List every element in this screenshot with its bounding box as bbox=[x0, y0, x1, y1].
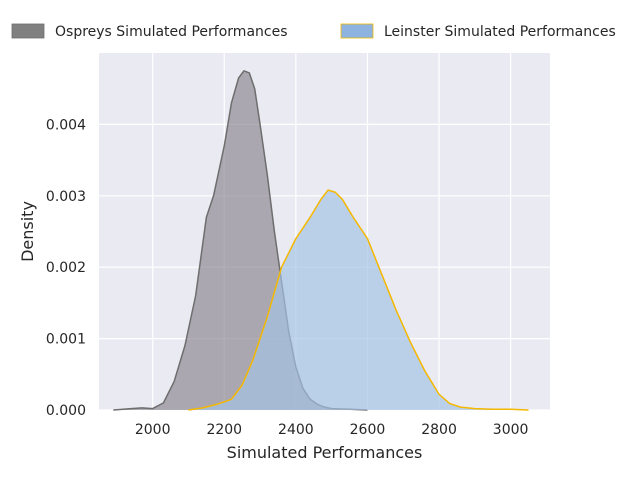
legend-label-ospreys: Ospreys Simulated Performances bbox=[55, 24, 288, 40]
y-tick-label: 0.004 bbox=[46, 117, 86, 133]
y-tick-label: 0.003 bbox=[46, 189, 86, 205]
y-axis-ticks: 0.000 0.001 0.002 0.003 0.004 bbox=[46, 117, 86, 419]
y-tick-label: 0.000 bbox=[46, 403, 86, 419]
legend: Ospreys Simulated Performances Leinster … bbox=[11, 23, 616, 40]
x-tick-label: 3000 bbox=[493, 422, 529, 438]
y-tick-label: 0.002 bbox=[46, 260, 86, 276]
legend-swatch-leinster bbox=[340, 23, 374, 39]
x-tick-label: 2600 bbox=[350, 422, 386, 438]
x-tick-label: 2000 bbox=[135, 422, 171, 438]
legend-label-leinster: Leinster Simulated Performances bbox=[384, 24, 616, 40]
x-axis-label: Simulated Performances bbox=[227, 443, 423, 462]
series-0-density-area bbox=[113, 70, 368, 410]
series-1-density-line bbox=[188, 189, 529, 411]
series-layer bbox=[113, 70, 529, 411]
legend-swatch-ospreys bbox=[11, 23, 45, 39]
x-tick-label: 2400 bbox=[278, 422, 314, 438]
x-axis-ticks: 2000 2200 2400 2600 2800 3000 bbox=[135, 422, 529, 438]
y-axis-label: Density bbox=[18, 201, 37, 262]
y-tick-label: 0.001 bbox=[46, 332, 86, 348]
series-1-density-area bbox=[188, 190, 529, 410]
x-tick-label: 2200 bbox=[206, 422, 242, 438]
x-tick-label: 2800 bbox=[421, 422, 457, 438]
